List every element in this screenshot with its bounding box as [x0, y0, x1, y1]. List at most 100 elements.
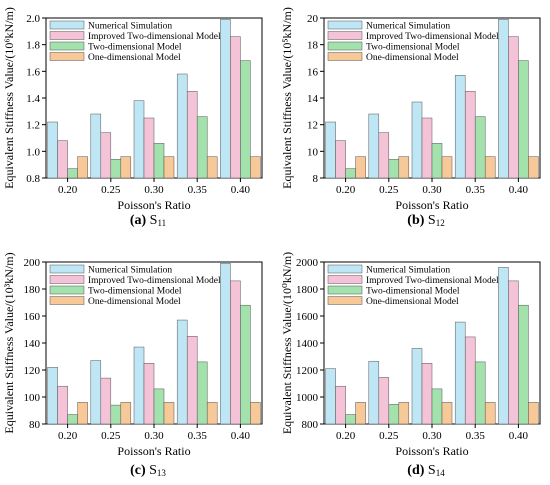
x-tick-label: 0.25	[101, 184, 121, 196]
bar	[368, 360, 380, 425]
bar	[186, 91, 198, 179]
legend-entry: Two-dimensional Model	[366, 287, 460, 297]
y-tick-label: 10	[307, 146, 319, 158]
y-tick-label: 80	[29, 419, 41, 431]
caption-subscript: 11	[157, 218, 166, 228]
bar	[110, 159, 122, 179]
bar	[431, 388, 443, 425]
x-tick-label: 0.25	[379, 430, 399, 442]
bar	[378, 132, 390, 179]
x-tick-label: 0.35	[188, 430, 208, 442]
legend-entry: Numerical Simulation	[88, 22, 172, 32]
y-tick-label: 800	[302, 419, 319, 431]
bar	[196, 361, 208, 425]
bar	[355, 402, 366, 425]
legend-swatch	[49, 52, 85, 61]
bar	[325, 368, 336, 425]
bar	[186, 336, 198, 425]
y-tick-label: 18	[307, 40, 319, 52]
legend-entry: Numerical Simulation	[366, 266, 450, 276]
bar	[90, 360, 102, 425]
bar	[498, 267, 509, 425]
bar	[240, 304, 251, 425]
legend-swatch	[327, 41, 363, 51]
bar	[230, 280, 241, 425]
legend-entry: Two-dimensional Model	[88, 287, 182, 297]
legend-swatch	[327, 275, 363, 284]
legend-entry: Improved Two-dimensional Model	[88, 276, 221, 286]
bar	[120, 156, 132, 179]
bar	[411, 348, 423, 425]
bar	[153, 388, 165, 425]
x-tick-label: 0.25	[379, 184, 399, 196]
x-tick-label: 0.40	[231, 184, 251, 196]
legend-swatch	[327, 52, 363, 61]
bar	[431, 143, 443, 179]
x-tick-label: 0.30	[144, 430, 164, 442]
bar	[57, 385, 68, 425]
bar	[388, 404, 400, 425]
caption-main: S	[149, 463, 157, 478]
bar	[441, 402, 453, 425]
chart-panel-4: 800 1000 1200 1400 1600 1800 2000 0.20 0.25 0.30 0…	[280, 252, 541, 478]
bar	[398, 156, 410, 179]
bar	[355, 156, 366, 179]
panel-letter: (a)	[130, 213, 150, 228]
chart-panel-3: 80 100 120 140 160 180 200 0.20 0.25 0.30 0.35 0.40…	[2, 252, 263, 478]
bar	[474, 361, 486, 425]
bar	[196, 116, 208, 179]
legend-swatch	[327, 20, 363, 30]
panel-letter: (b)	[407, 213, 428, 228]
bar	[441, 156, 453, 179]
bar	[90, 113, 102, 179]
bar	[250, 402, 261, 425]
bar	[230, 36, 241, 179]
bar	[120, 402, 132, 425]
bar	[325, 121, 336, 179]
panel-letter: (c)	[130, 463, 149, 478]
legend-swatch	[49, 31, 85, 40]
chart-panel-2: 8 10 12 14 16 18 20 0.20 0.25 0.30 0.35 0.40 Poisson…	[280, 7, 541, 228]
y-tick-label: 0.8	[26, 173, 40, 185]
bar	[67, 414, 78, 425]
caption-main: S	[428, 463, 436, 478]
bar	[454, 75, 466, 179]
x-tick-label: 0.20	[336, 430, 356, 442]
legend-swatch	[49, 264, 85, 274]
x-tick-label: 0.20	[58, 184, 78, 196]
legend-swatch	[49, 41, 85, 51]
panel-letter: (d)	[407, 463, 428, 478]
legend-entry: One-dimensional Model	[88, 297, 181, 307]
y-tick-label: 1.6	[26, 66, 40, 78]
bar	[528, 402, 539, 425]
legend-swatch	[49, 285, 85, 295]
legend-entry: Improved Two-dimensional Model	[88, 32, 221, 42]
bar	[518, 304, 529, 425]
y-tick-label: 140	[24, 338, 41, 350]
y-tick-label: 20	[307, 13, 319, 25]
y-tick-label: 14	[307, 93, 319, 105]
x-tick-label: 0.40	[231, 430, 251, 442]
x-tick-label: 0.20	[58, 430, 78, 442]
x-axis-title: Poisson's Ratio	[117, 198, 190, 212]
legend-entry: One-dimensional Model	[88, 53, 181, 63]
bar	[518, 60, 529, 179]
chart-panel-1: 0.8 1.0 1.2 1.4 1.6 1.8 2.0 0.20 0.25 0.30 0.35 0.4…	[2, 7, 263, 228]
bar	[464, 336, 476, 425]
y-tick-label: 120	[24, 365, 41, 377]
bar	[378, 377, 390, 425]
bar	[67, 168, 78, 179]
bar	[220, 19, 231, 179]
y-tick-label: 1200	[296, 365, 319, 377]
bar	[57, 140, 68, 179]
bar	[345, 168, 356, 179]
legend-entry: Numerical Simulation	[88, 266, 172, 276]
bar	[220, 263, 231, 425]
bar	[133, 346, 145, 425]
legend-entry: Improved Two-dimensional Model	[366, 32, 499, 42]
y-tick-label: 180	[24, 284, 41, 296]
legend-swatch	[49, 275, 85, 284]
bar	[474, 116, 486, 179]
x-tick-label: 0.35	[188, 184, 208, 196]
